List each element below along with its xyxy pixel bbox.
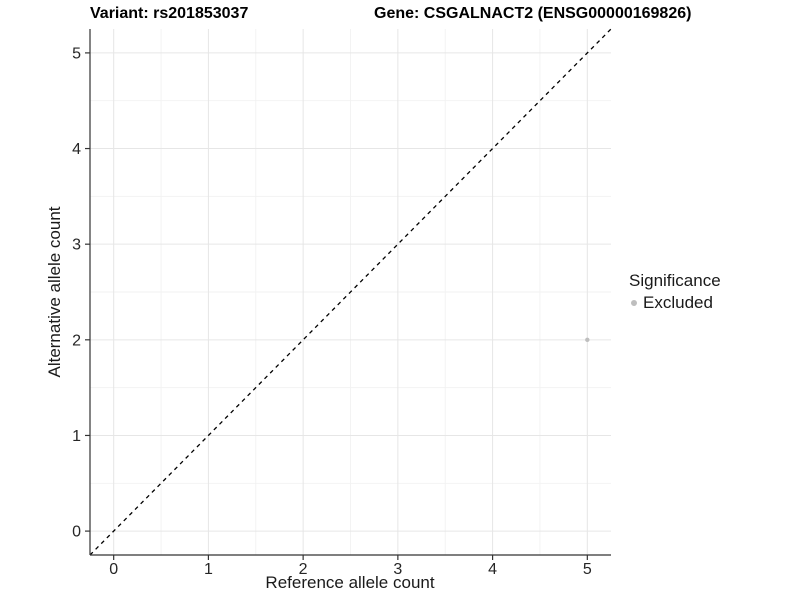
gene-title: Gene: CSGALNACT2 (ENSG00000169826) <box>374 5 692 22</box>
y-tick-label: 5 <box>72 45 81 62</box>
x-axis-title: Reference allele count <box>265 573 435 592</box>
x-tick-label: 1 <box>204 561 213 578</box>
y-tick-label: 4 <box>72 141 81 158</box>
y-tick-label: 3 <box>72 237 81 254</box>
data-point <box>585 337 590 343</box>
x-tick-label: 3 <box>393 561 402 578</box>
legend-item-label: Excluded <box>643 293 713 312</box>
y-tick-label: 0 <box>72 524 81 541</box>
y-tick-label: 2 <box>72 332 81 349</box>
y-axis-title: Alternative allele count <box>45 206 64 378</box>
legend-item-excluded: Excluded <box>629 293 721 313</box>
x-tick-label: 2 <box>299 561 308 578</box>
legend-title: Significance <box>629 271 721 290</box>
identity-dashed-line <box>89 28 612 556</box>
legend-point-icon <box>631 300 637 306</box>
x-tick-label: 5 <box>583 561 592 578</box>
x-tick-label: 4 <box>488 561 497 578</box>
y-tick-label: 1 <box>72 428 81 445</box>
legend: Significance Excluded <box>629 271 721 313</box>
x-tick-label: 0 <box>109 561 118 578</box>
variant-title: Variant: rs201853037 <box>90 5 249 22</box>
